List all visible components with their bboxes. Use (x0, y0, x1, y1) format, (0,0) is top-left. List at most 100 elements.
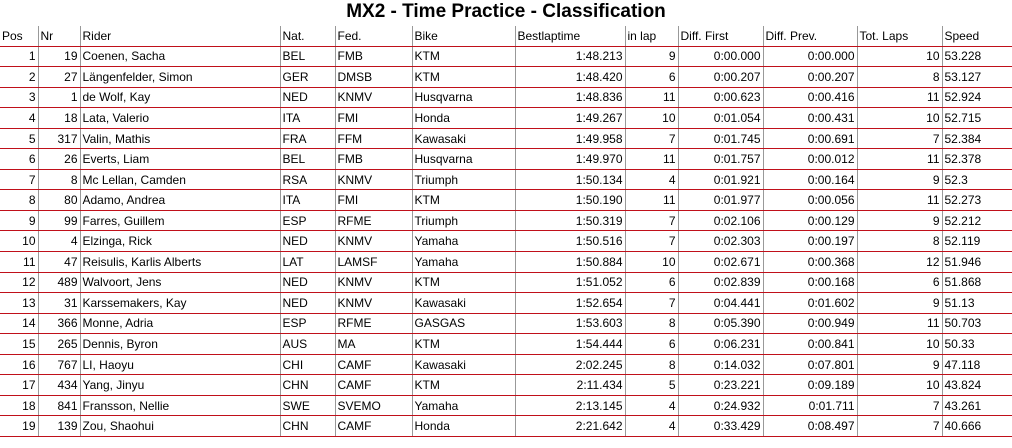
cell-nr: 4 (37, 230, 80, 253)
cell-rider: Zou, Shaohui (79, 415, 280, 437)
cell-nr: 317 (37, 128, 80, 150)
cell-bike: KTM (411, 374, 515, 396)
cell-bike: Yamaha (411, 230, 515, 253)
cell-in-lap: 6 (624, 333, 678, 355)
cell-bestlaptime: 2:11.434 (514, 374, 625, 396)
cell-nat: CHN (279, 415, 335, 437)
cell-nr: 31 (37, 292, 80, 314)
cell-diff-prev: 0:00.168 (762, 272, 857, 294)
cell-diff-prev: 0:01.711 (762, 395, 857, 417)
header-row: Pos Nr Rider Nat. Fed. Bike Bestlaptime … (0, 26, 1012, 47)
cell-rider: Dennis, Byron (79, 333, 280, 355)
cell-bestlaptime: 1:48.213 (514, 46, 625, 68)
cell-nat: ITA (279, 107, 335, 129)
cell-nr: 19 (37, 46, 80, 68)
col-header-fed: Fed. (334, 26, 412, 47)
cell-fed: KNMV (334, 230, 412, 253)
cell-diff-first: 0:04.441 (677, 292, 763, 314)
cell-diff-prev: 0:00.207 (762, 66, 857, 88)
cell-bike: Husqvarna (411, 87, 515, 109)
cell-diff-first: 0:24.932 (677, 395, 763, 417)
cell-nat: ESP (279, 210, 335, 232)
cell-bike: KTM (411, 189, 515, 211)
cell-pos: 17 (0, 374, 38, 396)
cell-rider: Fransson, Nellie (79, 395, 280, 417)
cell-bestlaptime: 1:50.884 (514, 251, 625, 273)
cell-rider: de Wolf, Kay (79, 87, 280, 109)
cell-diff-first: 0:06.231 (677, 333, 763, 355)
cell-diff-prev: 0:00.368 (762, 251, 857, 273)
cell-in-lap: 10 (624, 251, 678, 273)
cell-bestlaptime: 2:21.642 (514, 415, 625, 437)
cell-bike: Kawasaki (411, 292, 515, 314)
table-row: 12 489 Walvoort, Jens NED KNMV KTM 1:51.052 6 0:… (0, 272, 1012, 294)
cell-speed: 51.868 (941, 272, 1012, 294)
cell-bike: KTM (411, 46, 515, 68)
cell-nat: GER (279, 66, 335, 88)
cell-bestlaptime: 1:50.190 (514, 189, 625, 211)
cell-diff-prev: 0:00.691 (762, 128, 857, 150)
cell-fed: FMB (334, 46, 412, 68)
cell-bestlaptime: 2:13.145 (514, 395, 625, 417)
cell-rider: Walvoort, Jens (79, 272, 280, 294)
cell-in-lap: 8 (624, 354, 678, 376)
cell-bike: Yamaha (411, 251, 515, 273)
cell-rider: Everts, Liam (79, 148, 280, 170)
col-header-tot-laps: Tot. Laps (856, 26, 942, 47)
cell-speed: 50.703 (941, 313, 1012, 335)
cell-fed: RFME (334, 313, 412, 335)
cell-tot-laps: 9 (856, 292, 942, 314)
cell-pos: 4 (0, 107, 38, 129)
cell-pos: 16 (0, 354, 38, 376)
cell-fed: CAMF (334, 354, 412, 376)
cell-bestlaptime: 1:51.052 (514, 272, 625, 294)
cell-in-lap: 4 (624, 169, 678, 191)
cell-pos: 12 (0, 272, 38, 294)
table-row: 3 1 de Wolf, Kay NED KNMV Husqvarna 1:48.836 11… (0, 87, 1012, 109)
cell-bestlaptime: 1:50.516 (514, 230, 625, 253)
cell-fed: KNMV (334, 87, 412, 109)
cell-nr: 767 (37, 354, 80, 376)
table-row: 9 99 Farres, Guillem ESP RFME Triumph 1:50.319… (0, 210, 1012, 232)
table-row: 19 139 Zou, Shaohui CHN CAMF Honda 2:21.642 4 0:… (0, 415, 1012, 437)
cell-nr: 841 (37, 395, 80, 417)
cell-nat: AUS (279, 333, 335, 355)
cell-fed: KNMV (334, 292, 412, 314)
cell-diff-prev: 0:00.841 (762, 333, 857, 355)
col-header-nat: Nat. (279, 26, 335, 47)
cell-rider: Längenfelder, Simon (79, 66, 280, 88)
cell-pos: 18 (0, 395, 38, 417)
cell-nat: CHI (279, 354, 335, 376)
cell-in-lap: 7 (624, 292, 678, 314)
table-row: 4 18 Lata, Valerio ITA FMI Honda 1:49.267 10 0:0… (0, 107, 1012, 129)
cell-nat: SWE (279, 395, 335, 417)
cell-in-lap: 6 (624, 66, 678, 88)
cell-tot-laps: 9 (856, 169, 942, 191)
cell-tot-laps: 7 (856, 415, 942, 437)
table-row: 15 265 Dennis, Byron AUS MA KTM 1:54.444 6 0:06.… (0, 333, 1012, 355)
cell-tot-laps: 10 (856, 46, 942, 68)
cell-diff-prev: 0:01.602 (762, 292, 857, 314)
cell-nat: ESP (279, 313, 335, 335)
cell-rider: Valin, Mathis (79, 128, 280, 150)
cell-bestlaptime: 1:48.420 (514, 66, 625, 88)
cell-in-lap: 5 (624, 374, 678, 396)
cell-rider: Adamo, Andrea (79, 189, 280, 211)
cell-nat: ITA (279, 189, 335, 211)
cell-diff-first: 0:01.054 (677, 107, 763, 129)
cell-rider: Mc Lellan, Camden (79, 169, 280, 191)
cell-diff-prev: 0:07.801 (762, 354, 857, 376)
cell-diff-first: 0:02.303 (677, 230, 763, 253)
cell-fed: SVEMO (334, 395, 412, 417)
cell-pos: 1 (0, 46, 38, 68)
page-title: MX2 - Time Practice - Classification (346, 1, 666, 22)
cell-speed: 52.378 (941, 148, 1012, 170)
cell-tot-laps: 9 (856, 354, 942, 376)
cell-nat: NED (279, 292, 335, 314)
cell-nr: 99 (37, 210, 80, 232)
table-row: 14 366 Monne, Adria ESP RFME GASGAS 1:53.603 8 0… (0, 313, 1012, 335)
col-header-nr: Nr (37, 26, 80, 47)
cell-diff-prev: 0:00.416 (762, 87, 857, 109)
cell-bestlaptime: 1:50.134 (514, 169, 625, 191)
cell-speed: 52.924 (941, 87, 1012, 109)
